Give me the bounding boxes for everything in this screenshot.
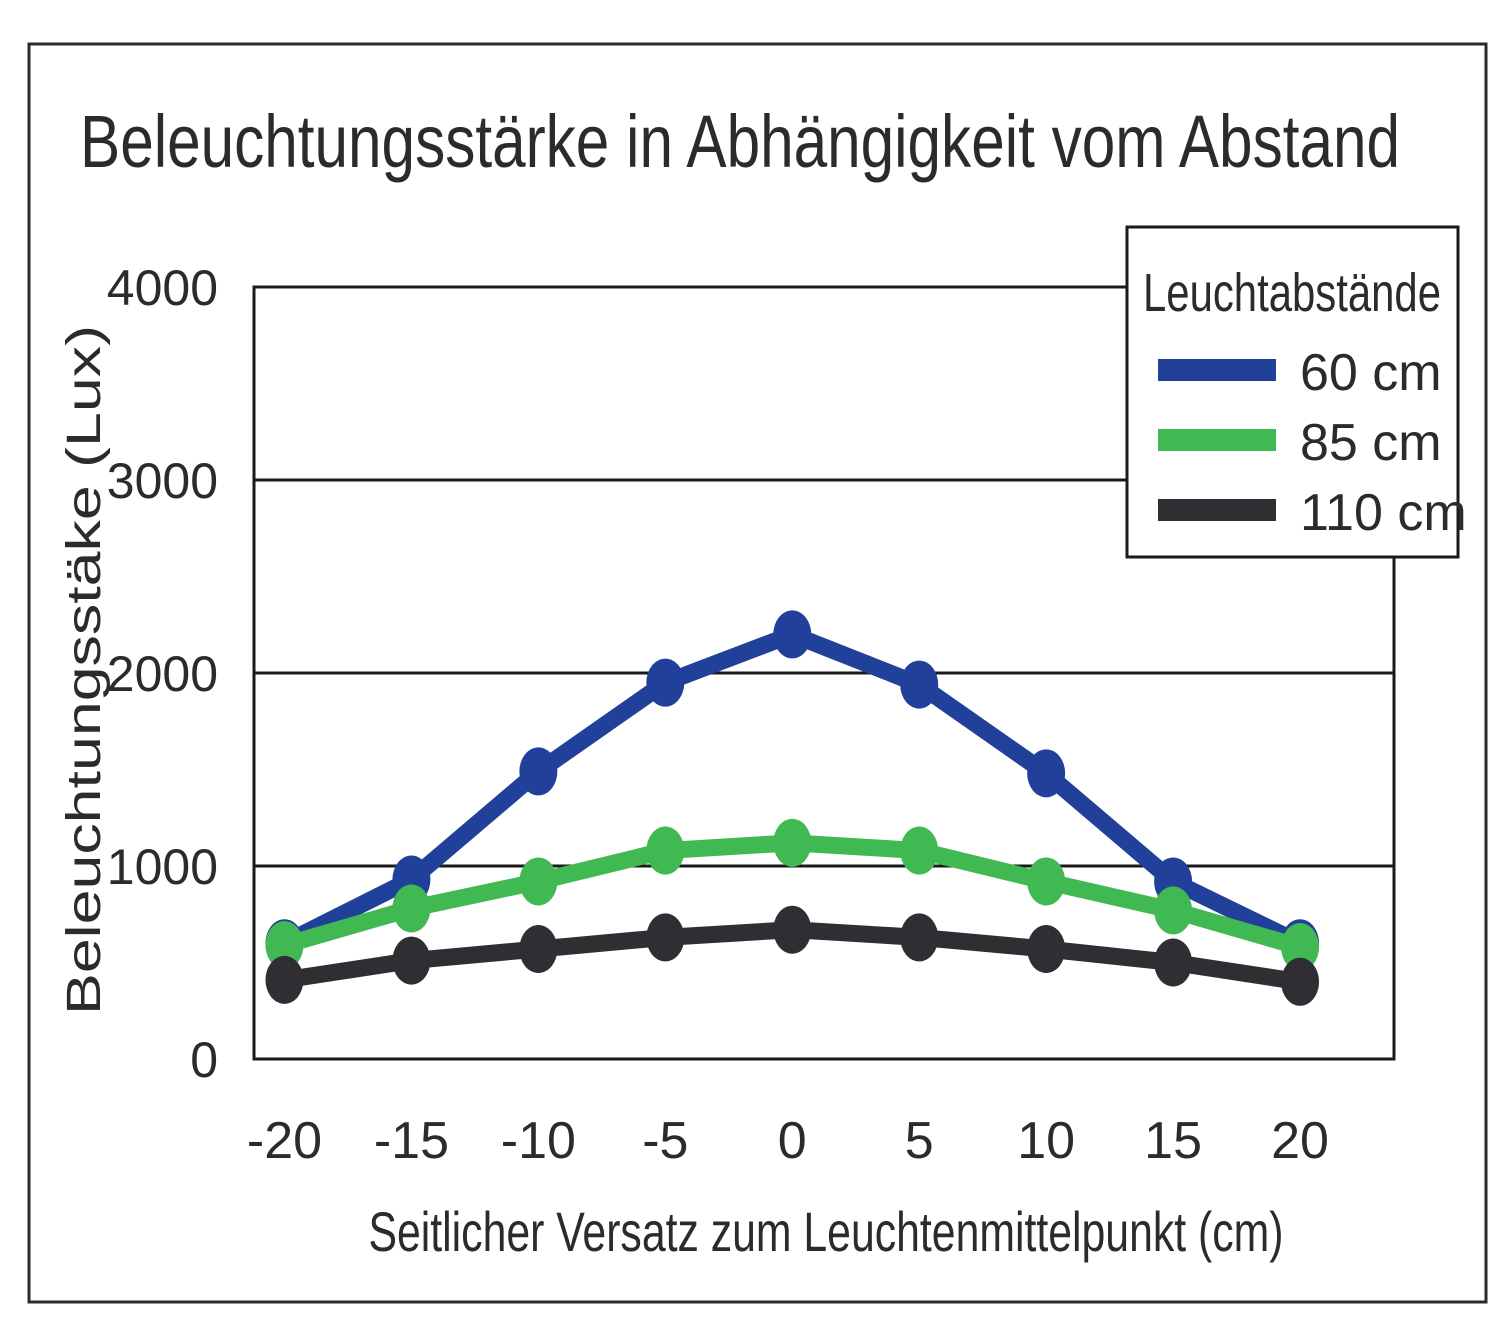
- y-axis-label: Beleuchtungsstäke (Lux): [58, 325, 111, 1015]
- series-2: [265, 818, 1320, 972]
- data-point: [265, 955, 304, 1004]
- y-tick-label: 1000: [107, 839, 218, 895]
- data-point: [1281, 923, 1320, 972]
- data-point: [646, 913, 685, 962]
- x-tick-label: 5: [905, 1112, 934, 1170]
- legend-label: 60 cm: [1300, 344, 1442, 402]
- legend-label: 110 cm: [1300, 484, 1467, 542]
- data-point: [646, 826, 685, 875]
- legend: Leuchtabstände 60 cm 85 cm 110 cm: [1125, 225, 1467, 559]
- x-tick-label: -20: [247, 1112, 322, 1170]
- series-3: [265, 905, 1320, 1006]
- data-point: [1281, 957, 1320, 1006]
- y-tick-label: 4000: [107, 260, 218, 316]
- data-point: [1027, 924, 1066, 973]
- data-point: [1027, 749, 1066, 798]
- data-point: [392, 884, 431, 933]
- data-point: [519, 747, 558, 796]
- y-axis-ticks: 0 1000 2000 3000 4000: [107, 260, 218, 1088]
- data-point: [900, 913, 939, 962]
- chart-title: Beleuchtungsstärke in Abhängigkeit vom A…: [80, 100, 1400, 183]
- data-point: [392, 936, 431, 985]
- y-tick-label: 3000: [107, 453, 218, 509]
- x-axis-ticks: -20 -15 -10 -5 0 5 10 15 20: [247, 1112, 1329, 1170]
- data-point: [265, 921, 304, 970]
- y-tick-label: 0: [190, 1032, 218, 1088]
- data-point: [773, 610, 812, 659]
- plot-area-border: [252, 285, 1396, 1061]
- y-tick-label: 2000: [107, 646, 218, 702]
- legend-label: 85 cm: [1300, 414, 1442, 472]
- x-tick-label: -5: [642, 1112, 688, 1170]
- data-point: [900, 826, 939, 875]
- data-point: [773, 818, 812, 867]
- x-tick-label: -10: [501, 1112, 576, 1170]
- x-tick-label: 15: [1144, 1112, 1202, 1170]
- series-layer: [265, 610, 1320, 1006]
- x-axis-label: Seitlicher Versatz zum Leuchtenmittelpun…: [369, 1200, 1284, 1263]
- legend-entries: 60 cm 85 cm 110 cm: [1158, 344, 1467, 542]
- x-tick-label: -15: [374, 1112, 449, 1170]
- data-point: [1154, 886, 1193, 935]
- data-point: [1027, 857, 1066, 906]
- x-tick-label: 10: [1017, 1112, 1075, 1170]
- data-point: [646, 658, 685, 707]
- x-tick-label: 20: [1271, 1112, 1329, 1170]
- data-point: [773, 905, 812, 954]
- legend-title: Leuchtabstände: [1143, 263, 1441, 323]
- x-tick-label: 0: [778, 1112, 807, 1170]
- data-point: [1154, 938, 1193, 987]
- data-point: [519, 924, 558, 973]
- data-point: [900, 660, 939, 709]
- data-point: [519, 857, 558, 906]
